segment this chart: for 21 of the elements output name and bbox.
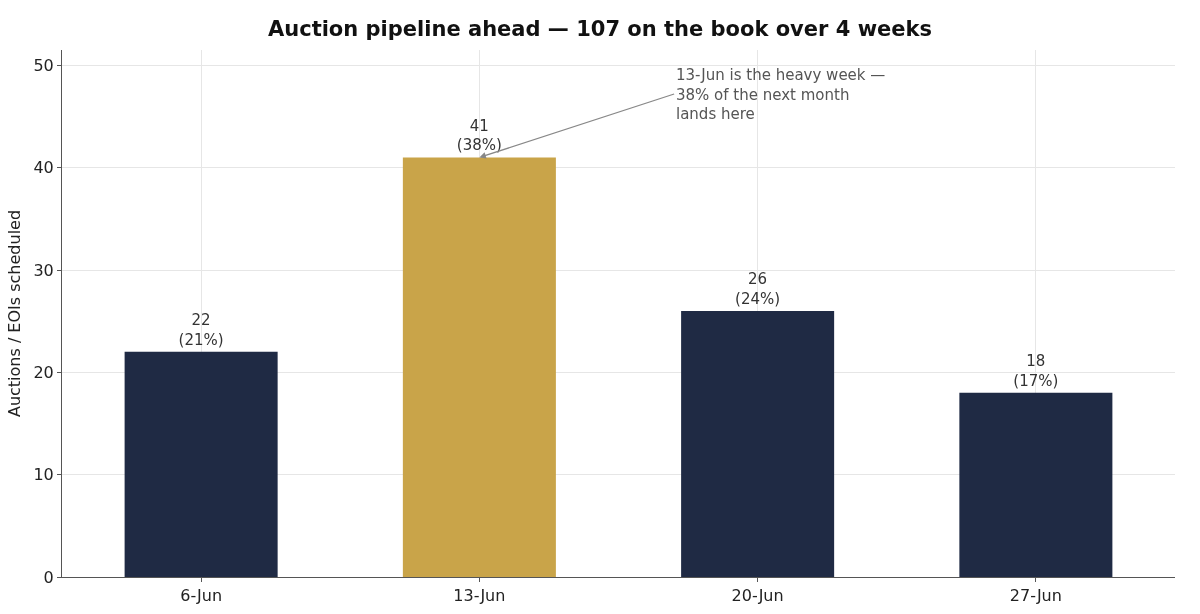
data-label: 22 (21%) (178, 311, 224, 349)
y-tick-label: 30 (33, 260, 54, 280)
bar (959, 392, 1113, 577)
y-tick-label: 20 (33, 362, 54, 382)
y-tick-label: 0 (43, 567, 54, 587)
chart-title: Auction pipeline ahead — 107 on the book over 4 weeks (267, 17, 933, 42)
y-tick-label: 10 (33, 465, 54, 485)
x-tick-label: 6-Jun (180, 586, 223, 606)
annotation: 13-Jun is the heavy week — 38% of the next month lands here (676, 66, 886, 123)
data-label: 26 (24%) (735, 270, 781, 308)
bar (402, 157, 556, 577)
y-axis-title: Auctions / EOIs scheduled (5, 209, 25, 418)
data-label: 41 (38%) (456, 116, 502, 155)
data-label: 18 (17%) (1013, 352, 1059, 390)
x-tick-label: 13-Jun (453, 586, 506, 606)
y-tick-label: 50 (33, 55, 54, 75)
x-tick-label: 27-Jun (1009, 586, 1062, 606)
bar (124, 351, 278, 577)
y-tick-label: 40 (33, 158, 54, 178)
bar (681, 310, 835, 577)
x-tick-label: 20-Jun (731, 586, 784, 606)
